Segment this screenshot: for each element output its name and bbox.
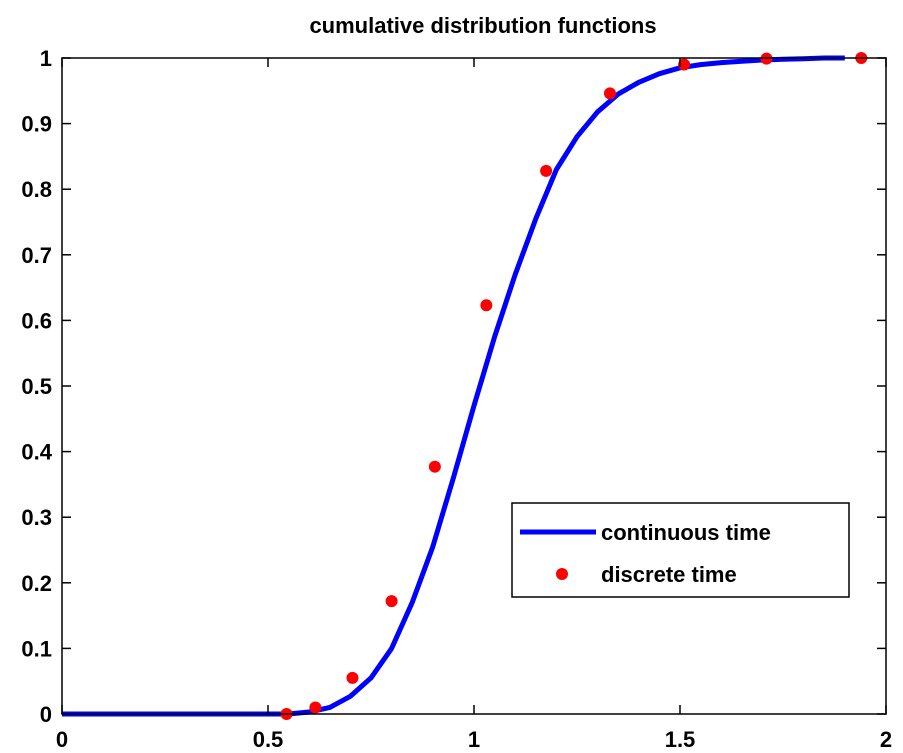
legend-label: discrete time: [601, 562, 737, 587]
y-tick-label: 0.9: [21, 112, 52, 137]
legend-label: continuous time: [601, 520, 771, 545]
legend-box: [511, 502, 850, 598]
data-point-discrete-time: [428, 460, 441, 473]
plot-area: [62, 52, 868, 720]
x-tick-label: 2: [880, 727, 892, 752]
y-tick-label: 0.3: [21, 505, 52, 530]
legend: continuous time discrete time: [511, 502, 850, 598]
chart-title: cumulative distribution functions: [309, 13, 656, 38]
y-tick-label: 0.5: [21, 374, 52, 399]
plot-frame: [61, 57, 887, 715]
x-tick-label: 0: [56, 727, 68, 752]
x-tick-label: 0.5: [253, 727, 284, 752]
y-tick-label: 0.4: [21, 440, 52, 465]
x-tick-label: 1.5: [665, 727, 696, 752]
y-tick-label: 0.8: [21, 177, 52, 202]
y-tick-label: 0.1: [21, 636, 52, 661]
y-tick-label: 0: [40, 702, 52, 727]
y-tick-label: 0.7: [21, 243, 52, 268]
data-point-discrete-time: [385, 595, 398, 608]
y-tick-label: 1: [40, 46, 52, 71]
series-line-continuous-time: [62, 55, 845, 717]
x-tick-label: 1: [468, 727, 480, 752]
data-point-discrete-time: [678, 58, 691, 71]
y-tick-label: 0.2: [21, 571, 52, 596]
legend-marker-icon: [556, 568, 568, 580]
data-point-discrete-time: [540, 164, 553, 177]
axes: 0 0.5 1 1.5 2 0 0.1 0.2 0.3 0.4 0.5 0.6 0.7 0.8 0.9 1: [21, 46, 892, 752]
data-point-discrete-time: [346, 671, 359, 684]
data-point-discrete-time: [603, 87, 616, 100]
y-tick-label: 0.6: [21, 308, 52, 333]
data-point-discrete-time: [480, 299, 493, 312]
data-point-discrete-time: [309, 701, 322, 714]
